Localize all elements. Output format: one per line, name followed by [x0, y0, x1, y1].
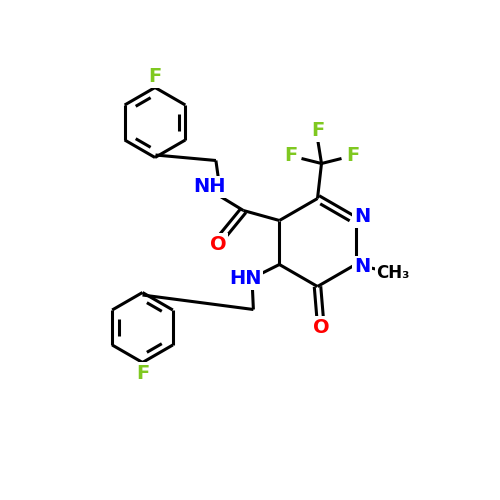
Text: O: O [210, 234, 226, 254]
Text: CH₃: CH₃ [376, 264, 410, 282]
Text: F: F [148, 67, 162, 86]
Text: N: N [354, 258, 370, 276]
Text: F: F [284, 146, 297, 166]
Text: F: F [136, 364, 149, 383]
Text: F: F [346, 146, 359, 166]
Text: F: F [311, 122, 324, 141]
Text: O: O [313, 318, 330, 337]
Text: HN: HN [229, 269, 262, 288]
Text: N: N [354, 208, 370, 227]
Text: NH: NH [193, 178, 226, 197]
